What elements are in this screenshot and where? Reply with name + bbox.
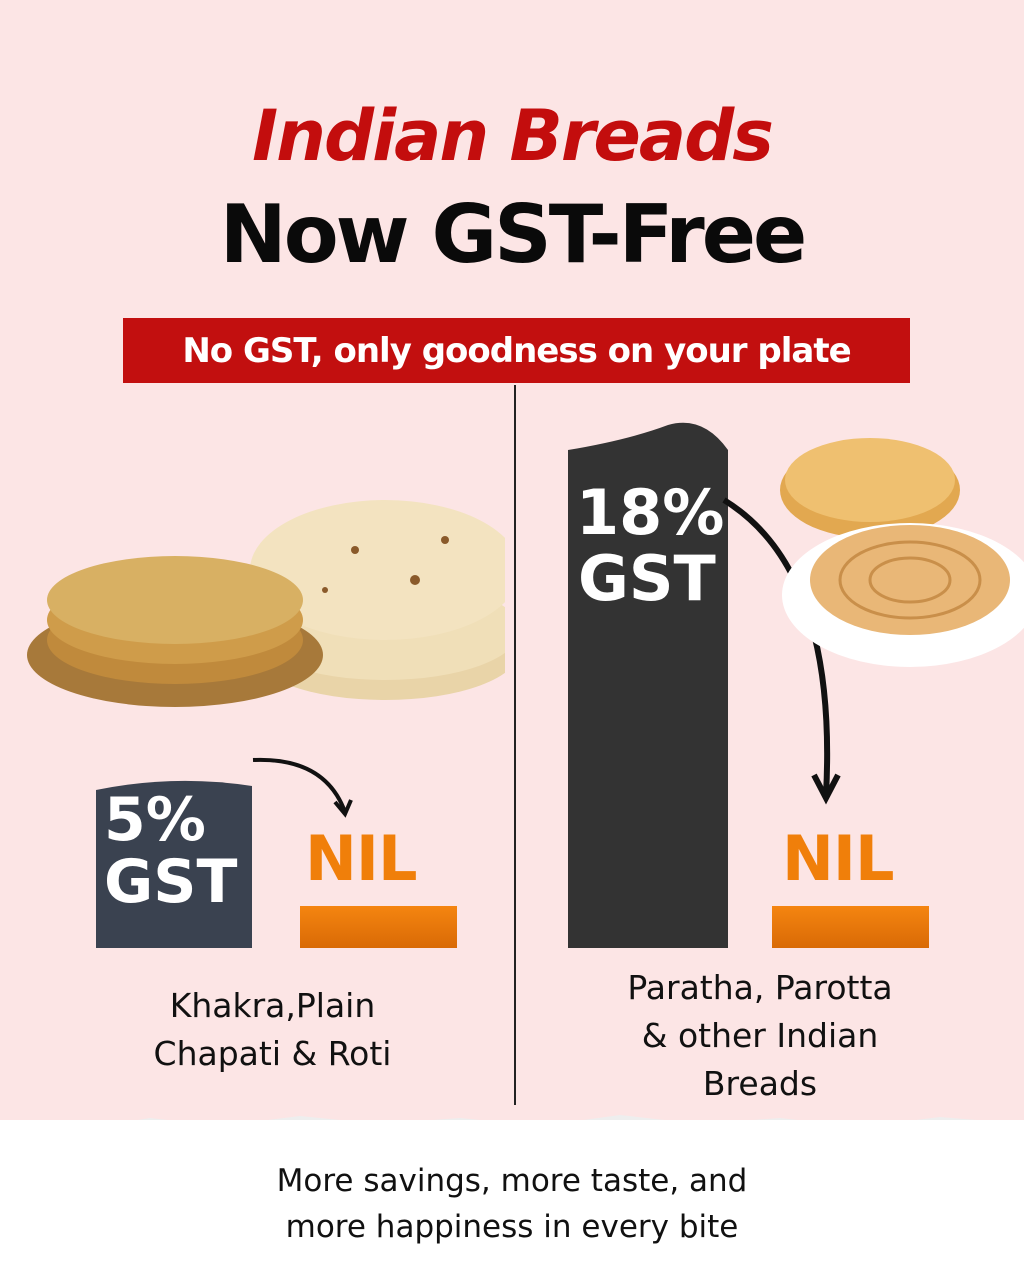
left-caption-line-1: Khakra,Plain	[169, 986, 376, 1025]
bar-18-percent	[568, 422, 728, 948]
bar-5-percent	[96, 780, 252, 948]
nil-bar-right	[772, 906, 929, 948]
title-line-2: Now GST-Free	[219, 188, 807, 281]
title-line-1: Indian Breads	[252, 95, 774, 177]
left-caption: Khakra,Plain Chapati & Roti	[80, 982, 465, 1078]
right-caption-line-3: Breads	[702, 1064, 818, 1103]
right-caption-line-1: Paratha, Parotta	[627, 968, 893, 1007]
left-caption-line-2: Chapati & Roti	[153, 1034, 392, 1073]
paratha-stack-image	[780, 438, 960, 538]
right-caption-line-2: & other Indian	[641, 1016, 879, 1055]
old-rate-5-percent: 5%	[104, 785, 206, 855]
arrow-icon	[252, 757, 353, 818]
chapati-stack-image	[250, 500, 505, 700]
old-rate-18-percent: 18%	[576, 476, 725, 549]
paratha-parotta-image	[780, 438, 1024, 667]
new-rate-nil-left: NIL	[305, 822, 417, 895]
khakra-chapati-image	[27, 500, 505, 707]
divider	[514, 385, 516, 1105]
footer-text: More savings, more taste, and more happi…	[0, 1158, 1024, 1250]
tagline-text: No GST, only goodness on your plate	[182, 330, 851, 371]
footer-line-1: More savings, more taste, and	[276, 1163, 748, 1199]
parotta-plate-image	[782, 523, 1024, 667]
right-caption: Paratha, Parotta & other Indian Breads	[560, 964, 960, 1108]
footer-line-2: more happiness in every bite	[285, 1209, 739, 1245]
new-rate-nil-right: NIL	[782, 822, 894, 895]
nil-bar-left	[300, 906, 457, 948]
khakra-stack-image	[27, 556, 323, 707]
old-rate-label-right: GST	[578, 542, 716, 615]
tagline-banner: No GST, only goodness on your plate	[123, 318, 910, 383]
footer-panel	[0, 1120, 1024, 1280]
old-rate-label-left: GST	[104, 847, 238, 917]
